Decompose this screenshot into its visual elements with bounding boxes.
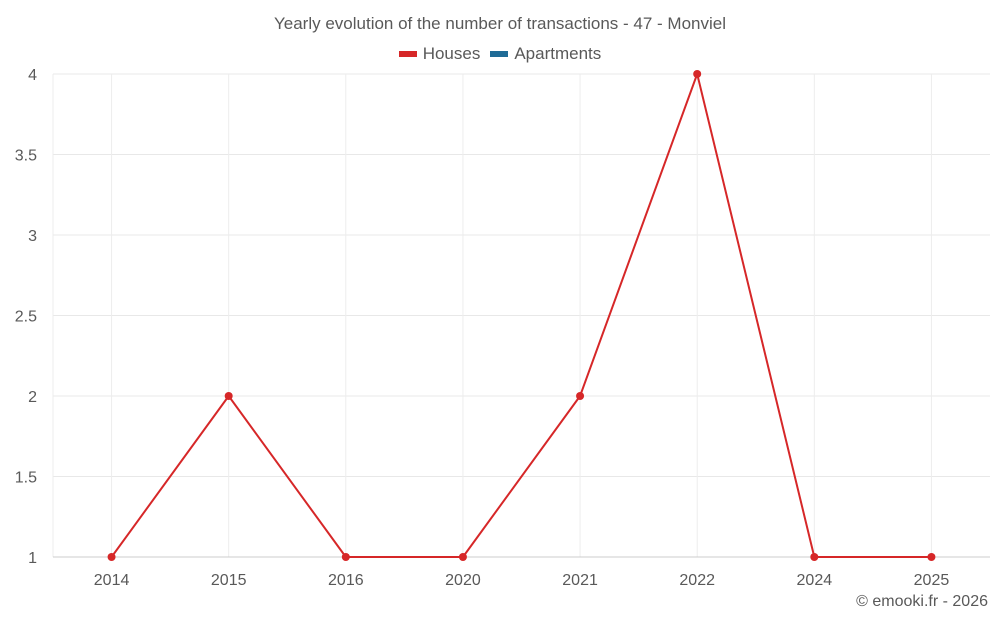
x-tick-label: 2016 [328, 572, 364, 589]
legend-item-houses[interactable]: Houses [398, 44, 481, 64]
credit-text: © emooki.fr - 2026 [856, 593, 988, 610]
y-tick-label: 3.5 [15, 148, 37, 165]
series-line-houses [110, 73, 932, 558]
x-tick-label: 2020 [445, 572, 481, 589]
legend-swatch-houses [398, 51, 417, 57]
y-tick-label: 2.5 [15, 309, 37, 326]
data-point[interactable] [458, 553, 467, 561]
data-point[interactable] [107, 553, 116, 561]
legend-swatch-apartments [490, 51, 509, 57]
series-layer [107, 70, 936, 561]
data-point[interactable] [810, 553, 819, 561]
y-tick-label: 2 [28, 389, 37, 406]
data-point[interactable] [693, 70, 702, 78]
data-point[interactable] [576, 392, 585, 400]
x-tick-label: 2024 [797, 572, 833, 589]
x-tick-label: 2014 [94, 572, 130, 589]
data-point[interactable] [341, 553, 350, 561]
legend-label-apartments: Apartments [514, 44, 602, 63]
chart-legend: Houses Apartments [0, 44, 1000, 64]
y-tick-label: 3 [28, 228, 37, 245]
axis-layer: 1 1.5 2 2.5 3 3.5 4 2014 2015 2016 2020 2021 2022 202… [15, 67, 990, 589]
x-tick-label: 2022 [679, 572, 715, 589]
legend-item-apartments[interactable]: Apartments [490, 44, 601, 64]
chart-title: Yearly evolution of the number of transa… [273, 14, 726, 33]
y-tick-label: 4 [28, 67, 37, 84]
y-tick-label: 1.5 [15, 470, 37, 487]
x-tick-label: 2021 [562, 572, 598, 589]
data-point[interactable] [224, 392, 233, 400]
x-tick-label: 2015 [211, 572, 247, 589]
x-tick-label: 2025 [914, 572, 950, 589]
grid-layer [52, 73, 990, 558]
legend-label-houses: Houses [422, 44, 481, 63]
y-tick-label: 1 [28, 550, 37, 567]
data-point[interactable] [927, 553, 936, 561]
